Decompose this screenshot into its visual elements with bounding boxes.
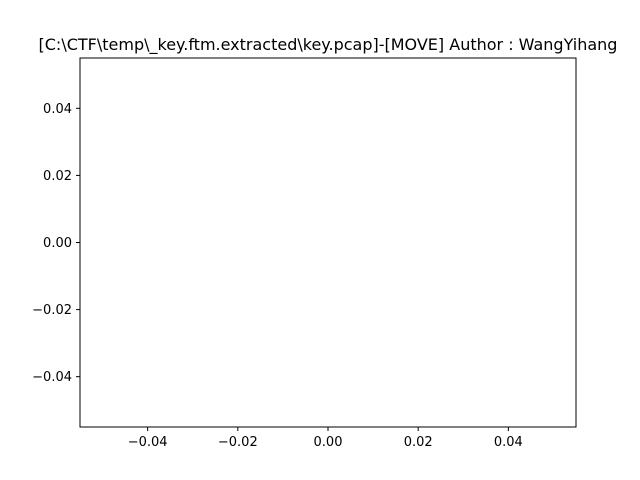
plot-area-frame xyxy=(79,57,577,428)
y-axis-ticks: −0.04 −0.02 0.00 0.02 0.04 xyxy=(32,102,80,385)
x-tick-label: −0.02 xyxy=(218,435,258,450)
x-tick-label: 0.02 xyxy=(404,435,433,450)
y-tick-label: 0.02 xyxy=(43,169,72,184)
x-tick-label: −0.04 xyxy=(128,435,168,450)
x-tick-label: 0.04 xyxy=(494,435,523,450)
x-tick-label: 0.00 xyxy=(314,435,343,450)
y-tick-label: −0.04 xyxy=(32,370,72,385)
y-tick-label: −0.02 xyxy=(32,303,72,318)
x-axis-ticks: −0.04 −0.02 0.00 0.02 0.04 xyxy=(128,427,523,450)
y-tick-label: 0.00 xyxy=(43,236,72,251)
y-tick-label: 0.04 xyxy=(43,102,72,117)
chart-title: [C:\CTF\temp\_key.ftm.extracted\key.pcap… xyxy=(39,35,618,55)
